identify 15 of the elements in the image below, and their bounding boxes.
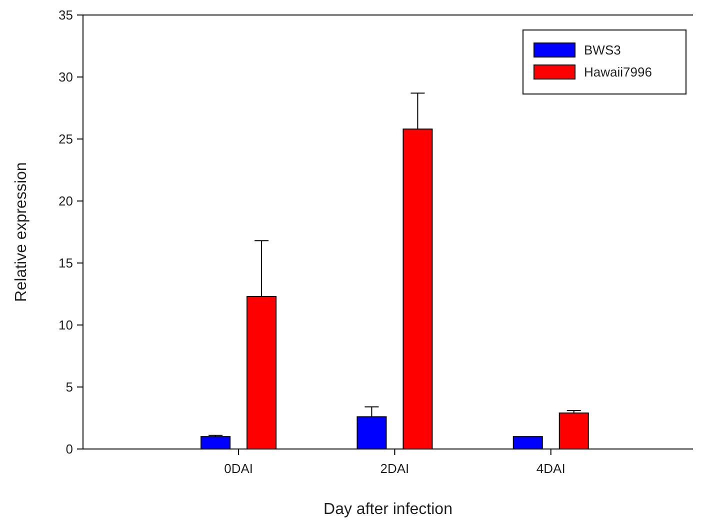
y-tick-label: 35 (58, 8, 73, 23)
y-tick-label: 5 (66, 380, 73, 395)
y-tick-label: 15 (58, 256, 73, 271)
legend-label: Hawaii7996 (584, 64, 652, 80)
y-tick-label: 30 (58, 70, 73, 85)
x-tick-label: 2DAI (380, 461, 410, 476)
x-axis-title: Day after infection (324, 501, 452, 518)
x-tick-label: 0DAI (224, 461, 254, 476)
y-axis-title: Relative expression (13, 162, 30, 302)
y-tick-label: 25 (58, 132, 73, 147)
x-tick-label: 4DAI (536, 461, 566, 476)
y-tick-label: 0 (66, 442, 73, 457)
y-tick-label: 20 (58, 194, 73, 209)
y-tick-label: 10 (58, 318, 73, 333)
legend-label: BWS3 (584, 42, 621, 58)
